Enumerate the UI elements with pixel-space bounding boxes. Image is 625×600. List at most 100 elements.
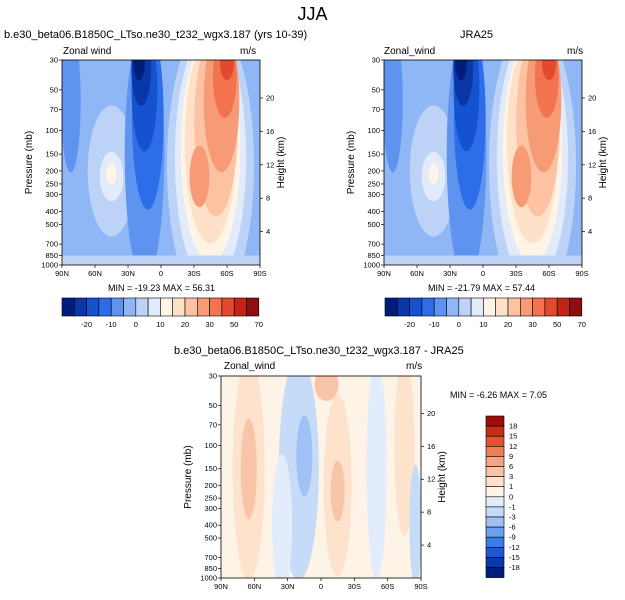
colorbar-diff-label: -15	[509, 553, 520, 562]
colorbar-wind-2-label: -20	[404, 320, 415, 329]
panel3-field-label: Zonal_wind	[224, 361, 276, 372]
colorbar-diff-label: -6	[509, 523, 516, 532]
colorbar-diff-box	[485, 456, 505, 467]
panel2-field-label: Zonal_wind	[384, 46, 436, 57]
colorbar-wind-1-box	[147, 297, 161, 317]
panel1-ytick-label: 300	[45, 190, 58, 199]
colorbar-diff-label: -1	[509, 502, 516, 511]
panel1-ytick-label: 400	[45, 207, 58, 216]
diff-pos-core	[330, 460, 345, 522]
colorbar-wind-1-label: 10	[156, 320, 164, 329]
strat-jet-max	[542, 60, 556, 81]
panel2-htick-label: 16	[588, 127, 596, 136]
colorbar-diff-box	[485, 546, 505, 558]
colorbar-diff-box	[485, 516, 505, 528]
colorbar-wind-1-label: -20	[81, 320, 92, 329]
diff-neg-sh	[366, 376, 387, 578]
panel1-stats: MIN = -19.23 MAX = 56.31	[108, 283, 216, 293]
panel3-field	[221, 376, 421, 578]
colorbar-wind-1-box	[197, 297, 210, 317]
colorbar-wind-2-box	[433, 297, 447, 317]
diff-pos-polar	[394, 376, 415, 537]
panel3-ytick-label: 850	[204, 564, 217, 573]
panel1-htick-label: 8	[266, 194, 270, 203]
panel1-xtick-label: 60S	[220, 269, 233, 278]
panel2-htick-label: 4	[588, 227, 592, 236]
panel2-htick-label: 12	[588, 160, 596, 169]
colorbar-wind-1-label: 70	[255, 320, 263, 329]
colorbar-wind-2-box	[384, 297, 398, 317]
colorbar-diff-box	[485, 557, 505, 568]
panel1-xtick-label: 90S	[253, 269, 266, 278]
panel3-xtick-label: 60S	[381, 582, 394, 591]
colorbar-wind-1-box	[221, 297, 235, 317]
colorbar-wind-2-box	[483, 297, 496, 317]
easterly-core	[455, 60, 467, 81]
easterly-core	[133, 60, 145, 81]
colorbar-wind-1-box	[135, 297, 149, 317]
panel2-ytick-label: 150	[367, 150, 380, 159]
diff-neg-core	[296, 415, 313, 497]
colorbar-wind-1-label: 30	[205, 320, 213, 329]
colorbar-wind-2-label: 10	[479, 320, 487, 329]
colorbar-wind-2-box	[544, 297, 558, 317]
colorbar-wind-2-label: 0	[457, 320, 461, 329]
colorbar-diff-box	[485, 526, 505, 538]
panel3-ytick-label: 150	[204, 464, 217, 473]
panel3-ytick-label: 400	[204, 521, 217, 530]
panel2-ytick-label: 200	[367, 166, 380, 175]
panel3-xtick-label: 30S	[348, 582, 361, 591]
panel2-ytick-label: 400	[367, 207, 380, 216]
colorbar-diff-box	[485, 466, 505, 477]
panel1-htick-label: 16	[266, 127, 274, 136]
panel1-ytick-label: 50	[50, 85, 58, 94]
panel2-ytick-label: 700	[367, 240, 380, 249]
panel2-ytick-label: 500	[367, 220, 380, 229]
colorbar-diff-label: 15	[509, 432, 517, 441]
panel1-ytick-label: 200	[45, 166, 58, 175]
panel3-y2label: Height (km)	[437, 451, 448, 503]
colorbar-diff-label: 9	[509, 452, 513, 461]
panel3-ylabel: Pressure (mb)	[183, 445, 194, 508]
colorbar-diff-label: 6	[509, 462, 513, 471]
panel3-ytick-label: 250	[204, 494, 217, 503]
panel2-ytick-label: 70	[372, 105, 380, 114]
colorbar-diff-box	[485, 425, 505, 437]
colorbar-wind-1-label: -10	[106, 320, 117, 329]
colorbar-wind-1-label: 50	[230, 320, 238, 329]
surface-band	[62, 255, 260, 265]
panel3-xtick-label: 90S	[414, 582, 427, 591]
panel1-htick-label: 20	[266, 93, 274, 102]
colorbar-diff-label: 12	[509, 442, 517, 451]
colorbar-wind-2-box	[569, 297, 583, 317]
colorbar-wind-2-box	[446, 297, 460, 317]
colorbar-diff-label: -12	[509, 543, 520, 552]
surface-band	[384, 255, 582, 265]
panel3-ytick-label: 500	[204, 534, 217, 543]
panel2-ylabel: Pressure (mb)	[346, 131, 357, 194]
panel3-ytick-label: 700	[204, 553, 217, 562]
panel2-ytick-label: 50	[372, 85, 380, 94]
panel3-ytick-label: 30	[209, 372, 217, 381]
panel1-htick-label: 12	[266, 160, 274, 169]
diff-neg-polar	[409, 464, 421, 578]
panel1-ytick-label: 250	[45, 179, 58, 188]
colorbar-diff-box	[485, 506, 505, 518]
colorbar-wind-2-box	[507, 297, 521, 317]
colorbar-wind-2-label: 30	[528, 320, 536, 329]
panel1-xtick-label: 30N	[121, 269, 135, 278]
panel2-xtick-label: 30N	[443, 269, 457, 278]
panel3-ytick-label: 50	[209, 401, 217, 410]
polar-easterly	[62, 60, 81, 173]
panel1-xtick-label: 90N	[55, 269, 69, 278]
panel1-field-label: Zonal wind	[63, 46, 112, 57]
panel1-ytick-label: 1000	[41, 261, 58, 270]
panel3-units: m/s	[406, 361, 423, 372]
panel3-ytick-label: 1000	[200, 574, 217, 583]
tropo-jet-core	[511, 145, 532, 208]
colorbar-wind-2-box	[519, 297, 533, 317]
colorbar-diff-label: -9	[509, 533, 516, 542]
panel1-units: m/s	[240, 46, 257, 57]
panel3-htick-label: 8	[427, 508, 431, 517]
